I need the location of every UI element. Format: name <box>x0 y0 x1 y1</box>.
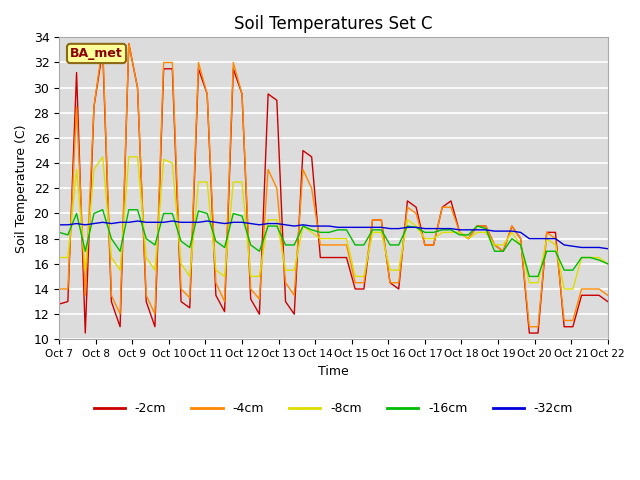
-2cm <box>342 255 350 261</box>
-8cm <box>55 255 63 261</box>
Line: -32cm: -32cm <box>59 221 608 249</box>
-2cm <box>81 330 89 336</box>
-4cm <box>99 41 106 47</box>
-16cm <box>412 225 420 230</box>
-32cm <box>421 226 429 231</box>
Legend: -2cm, -4cm, -8cm, -16cm, -32cm: -2cm, -4cm, -8cm, -16cm, -32cm <box>88 397 578 420</box>
-8cm <box>604 261 612 267</box>
-16cm <box>134 207 141 213</box>
-8cm <box>412 223 420 229</box>
-4cm <box>291 292 298 298</box>
-2cm <box>55 301 63 307</box>
-8cm <box>334 236 342 241</box>
-2cm <box>125 41 132 47</box>
-4cm <box>525 324 533 330</box>
-32cm <box>334 225 342 230</box>
Title: Soil Temperatures Set C: Soil Temperatures Set C <box>234 15 433 33</box>
-2cm <box>142 299 150 304</box>
-32cm <box>412 225 420 230</box>
Line: -4cm: -4cm <box>59 44 608 327</box>
-8cm <box>560 286 568 292</box>
Line: -16cm: -16cm <box>59 210 608 276</box>
-4cm <box>421 242 429 248</box>
-8cm <box>421 236 429 241</box>
Line: -8cm: -8cm <box>59 157 608 289</box>
-16cm <box>99 207 106 213</box>
-2cm <box>299 148 307 154</box>
Line: -2cm: -2cm <box>59 44 608 333</box>
-16cm <box>369 227 376 233</box>
-16cm <box>55 229 63 235</box>
-32cm <box>291 223 298 229</box>
-2cm <box>604 299 612 304</box>
-8cm <box>369 229 376 235</box>
-4cm <box>604 292 612 298</box>
-4cm <box>134 85 141 91</box>
X-axis label: Time: Time <box>318 365 349 378</box>
-8cm <box>99 154 106 160</box>
-16cm <box>525 274 533 279</box>
-32cm <box>125 219 132 225</box>
-8cm <box>291 267 298 273</box>
-4cm <box>412 211 420 216</box>
Y-axis label: Soil Temperature (C): Soil Temperature (C) <box>15 124 28 252</box>
-4cm <box>55 286 63 292</box>
-32cm <box>604 246 612 252</box>
-2cm <box>421 242 429 248</box>
-16cm <box>421 229 429 235</box>
-4cm <box>369 217 376 223</box>
-16cm <box>334 227 342 233</box>
Text: BA_met: BA_met <box>70 47 123 60</box>
-2cm <box>378 217 385 223</box>
-32cm <box>369 225 376 230</box>
-16cm <box>604 261 612 267</box>
-32cm <box>55 222 63 228</box>
-4cm <box>334 242 342 248</box>
-2cm <box>429 242 437 248</box>
-32cm <box>134 218 141 224</box>
-8cm <box>134 154 141 160</box>
-16cm <box>291 242 298 248</box>
